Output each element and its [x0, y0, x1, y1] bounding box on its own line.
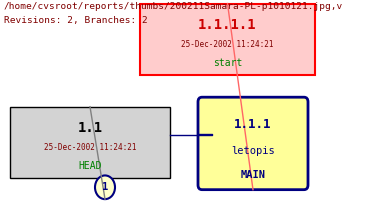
Text: 1.1.1: 1.1.1 — [234, 118, 272, 131]
Circle shape — [95, 175, 115, 199]
Text: 1.1.1.1: 1.1.1.1 — [198, 18, 257, 32]
Text: letopis: letopis — [231, 146, 275, 156]
Text: /home/cvsroot/reports/thumbs/200211Samara-PL-p1010121.jpg,v: /home/cvsroot/reports/thumbs/200211Samar… — [4, 2, 343, 11]
Text: 1.1: 1.1 — [77, 121, 102, 135]
FancyBboxPatch shape — [10, 107, 170, 178]
Text: MAIN: MAIN — [240, 170, 266, 180]
Text: 25-Dec-2002 11:24:21: 25-Dec-2002 11:24:21 — [181, 40, 274, 49]
Text: HEAD: HEAD — [78, 161, 102, 171]
FancyBboxPatch shape — [198, 97, 308, 190]
Text: 25-Dec-2002 11:24:21: 25-Dec-2002 11:24:21 — [44, 143, 136, 152]
Text: Revisions: 2, Branches: 2: Revisions: 2, Branches: 2 — [4, 16, 147, 25]
Text: start: start — [213, 58, 242, 68]
Text: 1: 1 — [102, 182, 108, 192]
FancyBboxPatch shape — [140, 4, 315, 75]
